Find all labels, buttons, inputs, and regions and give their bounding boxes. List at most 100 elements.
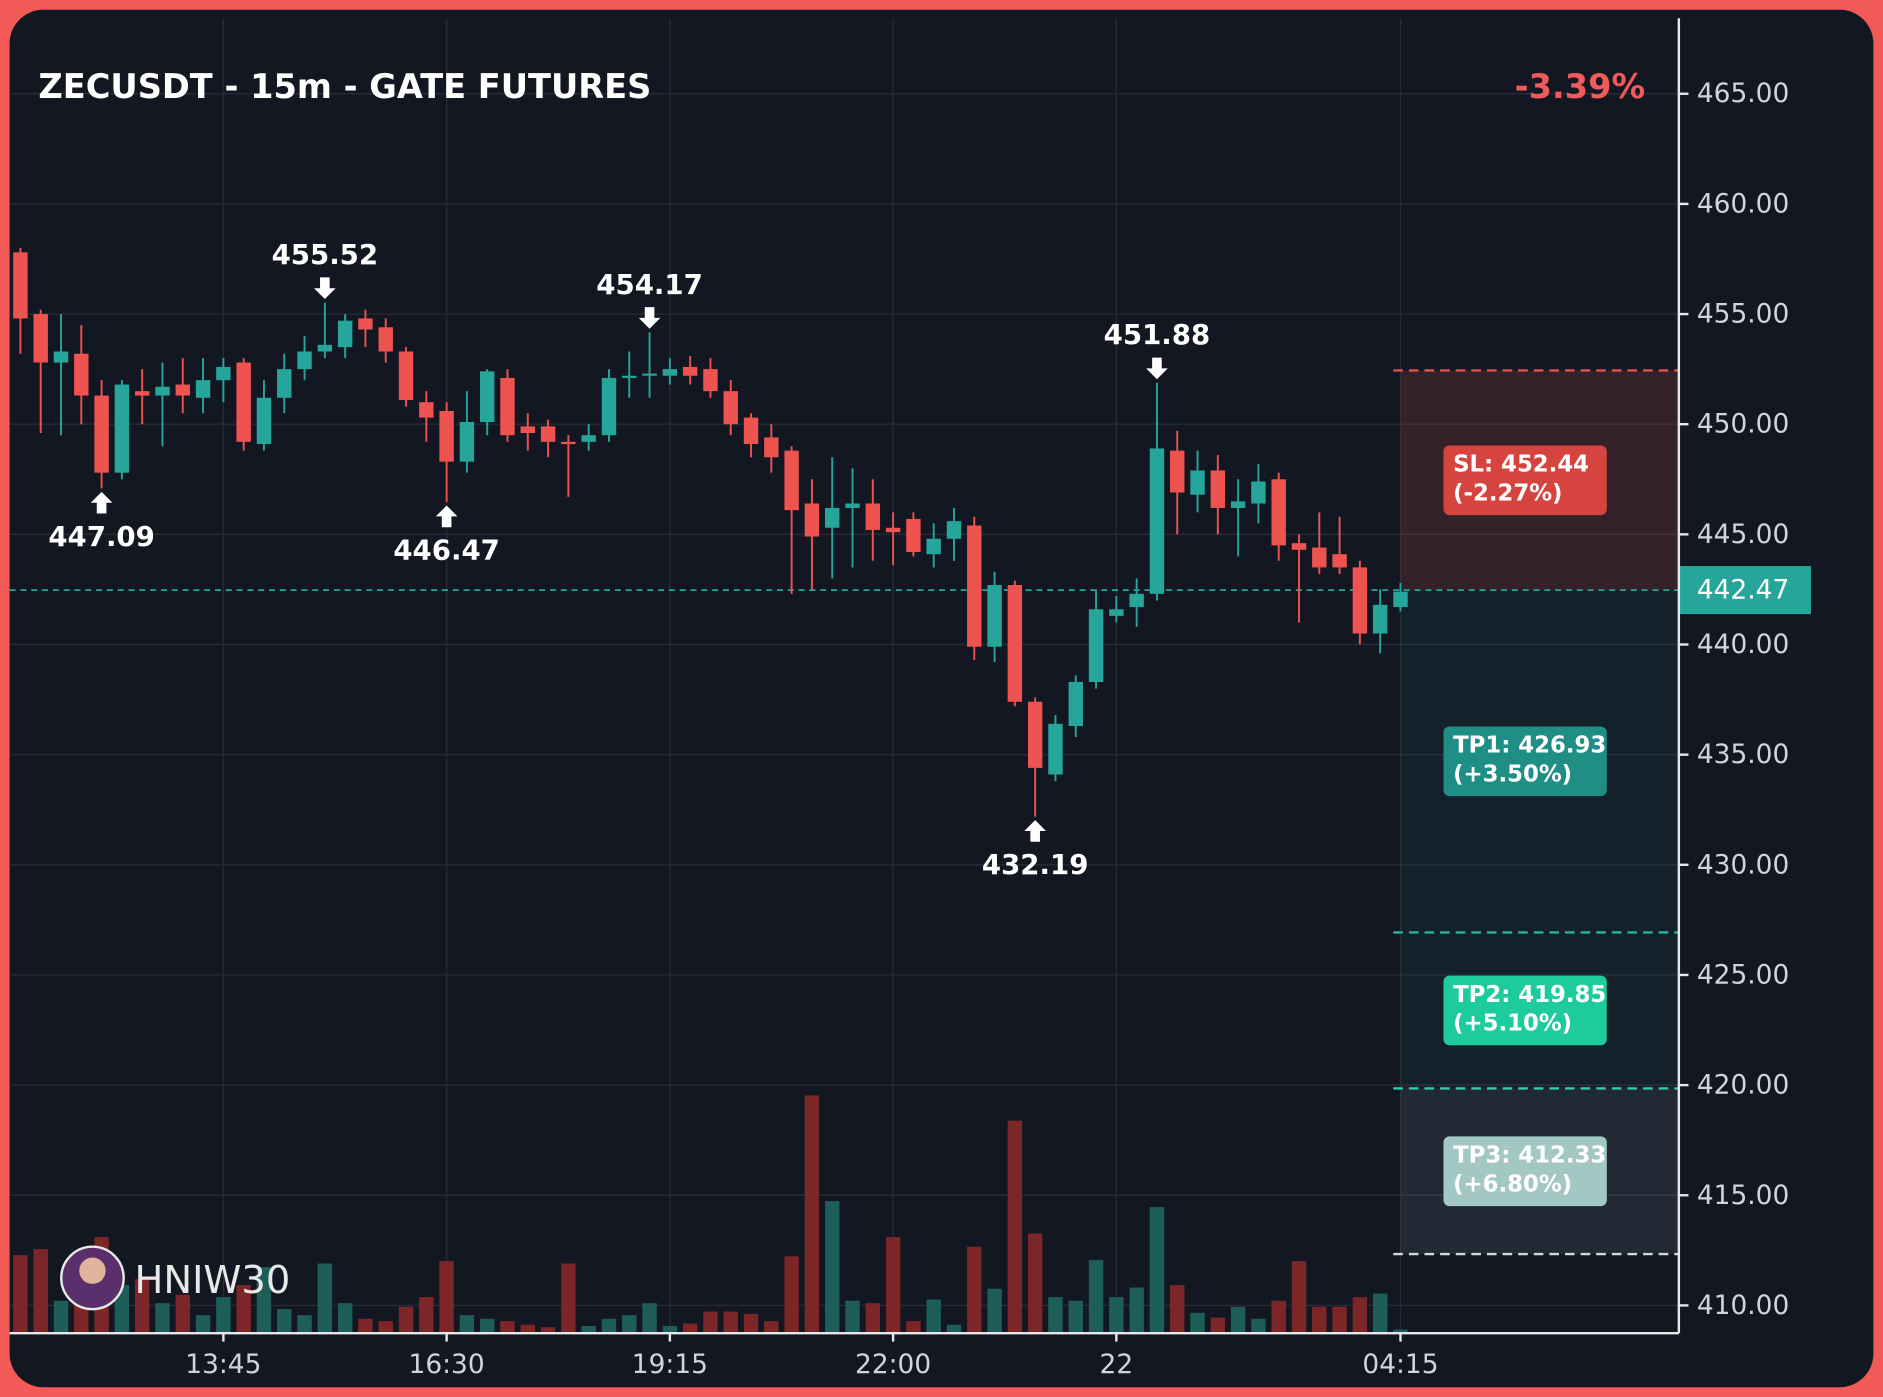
watermark: HNIW30 <box>135 1258 291 1303</box>
volume-bar <box>561 1263 576 1334</box>
x-tick-label: 04:15 <box>1362 1349 1438 1380</box>
volume-bar <box>622 1315 637 1334</box>
volume-bar <box>1230 1306 1246 1334</box>
level-label: TP3: 412.33 <box>1453 1143 1606 1169</box>
candle-body <box>419 402 434 418</box>
level-box <box>1443 726 1607 797</box>
candle-body <box>520 426 535 434</box>
y-tick-label: 440.00 <box>1697 629 1789 660</box>
high-arrow <box>1146 357 1168 380</box>
candle-body <box>1251 481 1266 504</box>
candle-body <box>500 377 515 436</box>
candle-body <box>1048 723 1063 775</box>
volume-bar <box>764 1321 779 1334</box>
volume-bar <box>601 1318 617 1334</box>
volume-bar <box>13 1255 28 1334</box>
candle-body <box>216 366 231 381</box>
candle-body <box>1088 609 1104 682</box>
volume-bar <box>946 1324 962 1334</box>
grid <box>9 18 1679 1334</box>
level-note: (+5.10%) <box>1453 1011 1572 1037</box>
x-tick-label: 22 <box>1100 1349 1134 1380</box>
volume-bar <box>500 1321 515 1334</box>
volume-bar <box>967 1246 982 1334</box>
volume-bar <box>845 1300 860 1334</box>
volume-bar <box>987 1288 1002 1334</box>
volume-bar <box>926 1299 941 1334</box>
candle-body <box>662 369 678 376</box>
volume-bar <box>723 1311 738 1334</box>
candle-body <box>1230 501 1246 508</box>
volume-bar <box>1109 1297 1124 1334</box>
volume-bar <box>398 1306 414 1334</box>
chart-title: ZECUSDT - 15m - GATE FUTURES <box>38 67 651 106</box>
candle-body <box>946 521 962 539</box>
volume-bar <box>804 1095 820 1334</box>
volume-bar <box>297 1315 312 1334</box>
y-tick-label: 455.00 <box>1697 299 1789 330</box>
candle-body <box>1291 543 1307 550</box>
volume-bar <box>1027 1233 1043 1334</box>
volume-bar <box>1312 1306 1327 1334</box>
volume-bar <box>703 1311 718 1334</box>
candle-body <box>642 373 657 376</box>
candle-body <box>1170 450 1185 493</box>
volume-bar <box>540 1327 556 1334</box>
last-price-tag <box>1678 566 1811 615</box>
candle-body <box>682 366 698 376</box>
volume-bar <box>1210 1317 1226 1334</box>
candle-body <box>94 395 109 473</box>
candle-body <box>1190 470 1205 495</box>
high-label: 454.17 <box>596 268 703 301</box>
candle-body <box>358 318 373 330</box>
volume-bar <box>885 1237 901 1334</box>
candle-body <box>764 437 779 458</box>
candle-body <box>1027 701 1043 768</box>
candle-body <box>987 585 1002 647</box>
volume-bar <box>155 1303 170 1334</box>
level-note: (+6.80%) <box>1453 1171 1572 1197</box>
low-label: 447.09 <box>48 520 155 553</box>
y-tick-label: 425.00 <box>1697 959 1789 990</box>
candle-body <box>784 450 799 511</box>
candle-body <box>601 377 617 436</box>
candle-body <box>1129 593 1144 608</box>
change: -3.39% <box>1515 67 1646 106</box>
candle-body <box>967 525 982 647</box>
candle-body <box>337 320 353 348</box>
candle-body <box>1109 609 1124 616</box>
low-arrow <box>435 505 458 528</box>
candle-body <box>195 380 211 398</box>
low-label: 432.19 <box>982 848 1089 881</box>
volume-bar <box>256 1267 272 1334</box>
candle-body <box>865 503 881 530</box>
volume-bar <box>581 1325 596 1334</box>
level-label: SL: 452.44 <box>1453 452 1589 478</box>
volume-bar <box>459 1315 475 1334</box>
low-arrow <box>1024 820 1046 842</box>
candle-body <box>1352 567 1368 634</box>
volume-bar <box>1007 1120 1023 1334</box>
candle-body <box>236 362 251 442</box>
y-tick-label: 420.00 <box>1697 1070 1789 1101</box>
candle-body <box>1372 604 1388 634</box>
level-note: (-2.27%) <box>1453 480 1562 506</box>
candle-body <box>743 417 759 445</box>
volume-bar <box>1291 1261 1307 1334</box>
avatar-face <box>79 1257 106 1284</box>
volume-bar <box>134 1279 150 1334</box>
level-label: TP1: 426.93 <box>1453 733 1606 759</box>
volume-bar <box>337 1303 353 1334</box>
candle-body <box>581 435 596 442</box>
volume-bar <box>195 1315 211 1334</box>
volume-bar <box>1372 1293 1388 1334</box>
volume-bar <box>439 1261 454 1334</box>
candle-body <box>540 426 556 442</box>
volume-bar <box>642 1303 657 1334</box>
y-tick-label: 435.00 <box>1697 739 1789 770</box>
overlay: 410.00 415.00 420.00 425.00 430.00 435.00 440.… <box>48 78 1811 1380</box>
candle-body <box>906 518 921 552</box>
volume-bar <box>520 1324 535 1334</box>
high-label: 455.52 <box>272 238 379 271</box>
